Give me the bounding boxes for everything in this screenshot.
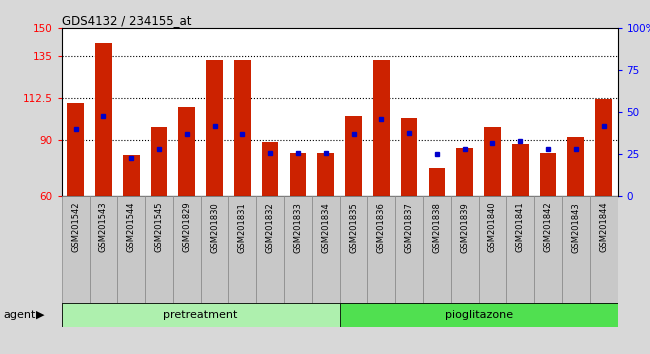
Text: GSM201839: GSM201839 (460, 202, 469, 252)
Text: pioglitazone: pioglitazone (445, 310, 513, 320)
Text: GSM201829: GSM201829 (182, 202, 191, 252)
Bar (428, 169, 445, 196)
Text: GSM201545: GSM201545 (155, 202, 164, 252)
FancyBboxPatch shape (256, 196, 284, 303)
FancyBboxPatch shape (229, 196, 256, 303)
Text: GSM201840: GSM201840 (488, 202, 497, 252)
FancyBboxPatch shape (201, 196, 229, 303)
Text: GSM201832: GSM201832 (266, 202, 275, 252)
Bar (456, 148, 473, 196)
FancyBboxPatch shape (145, 196, 173, 303)
Bar (206, 60, 223, 196)
FancyBboxPatch shape (117, 196, 145, 303)
FancyBboxPatch shape (534, 196, 562, 303)
Text: GSM201836: GSM201836 (377, 202, 386, 253)
Text: GSM201544: GSM201544 (127, 202, 136, 252)
Text: GSM201837: GSM201837 (404, 202, 413, 253)
FancyBboxPatch shape (478, 196, 506, 303)
Bar (317, 154, 334, 196)
FancyBboxPatch shape (284, 196, 312, 303)
Text: agent: agent (3, 310, 36, 320)
Bar (567, 137, 584, 196)
Bar (373, 60, 389, 196)
Text: GSM201844: GSM201844 (599, 202, 608, 252)
Bar (345, 116, 362, 196)
FancyBboxPatch shape (506, 196, 534, 303)
Text: GDS4132 / 234155_at: GDS4132 / 234155_at (62, 14, 191, 27)
Bar (540, 154, 556, 196)
Text: GSM201841: GSM201841 (515, 202, 525, 252)
Bar (68, 103, 84, 196)
FancyBboxPatch shape (339, 196, 367, 303)
Bar (401, 118, 417, 196)
Bar (179, 107, 195, 196)
Bar (151, 127, 167, 196)
FancyBboxPatch shape (62, 303, 339, 327)
Bar (512, 144, 528, 196)
FancyBboxPatch shape (451, 196, 478, 303)
FancyBboxPatch shape (423, 196, 451, 303)
Text: GSM201835: GSM201835 (349, 202, 358, 252)
Text: GSM201834: GSM201834 (321, 202, 330, 252)
Bar (262, 142, 278, 196)
FancyBboxPatch shape (562, 196, 590, 303)
Bar (484, 127, 500, 196)
FancyBboxPatch shape (312, 196, 339, 303)
FancyBboxPatch shape (90, 196, 117, 303)
Text: GSM201842: GSM201842 (543, 202, 552, 252)
Text: GSM201543: GSM201543 (99, 202, 108, 252)
Bar (234, 60, 251, 196)
FancyBboxPatch shape (367, 196, 395, 303)
FancyBboxPatch shape (173, 196, 201, 303)
Text: GSM201833: GSM201833 (293, 202, 302, 253)
Text: pretreatment: pretreatment (164, 310, 238, 320)
Bar (290, 154, 306, 196)
Text: ▶: ▶ (36, 310, 44, 320)
Text: GSM201838: GSM201838 (432, 202, 441, 253)
Text: GSM201830: GSM201830 (210, 202, 219, 252)
FancyBboxPatch shape (62, 196, 90, 303)
Bar (95, 43, 112, 196)
FancyBboxPatch shape (339, 303, 618, 327)
Bar (123, 155, 140, 196)
Text: GSM201542: GSM201542 (71, 202, 80, 252)
Bar (595, 99, 612, 196)
Text: GSM201831: GSM201831 (238, 202, 247, 252)
Text: GSM201843: GSM201843 (571, 202, 580, 252)
FancyBboxPatch shape (590, 196, 618, 303)
FancyBboxPatch shape (395, 196, 423, 303)
